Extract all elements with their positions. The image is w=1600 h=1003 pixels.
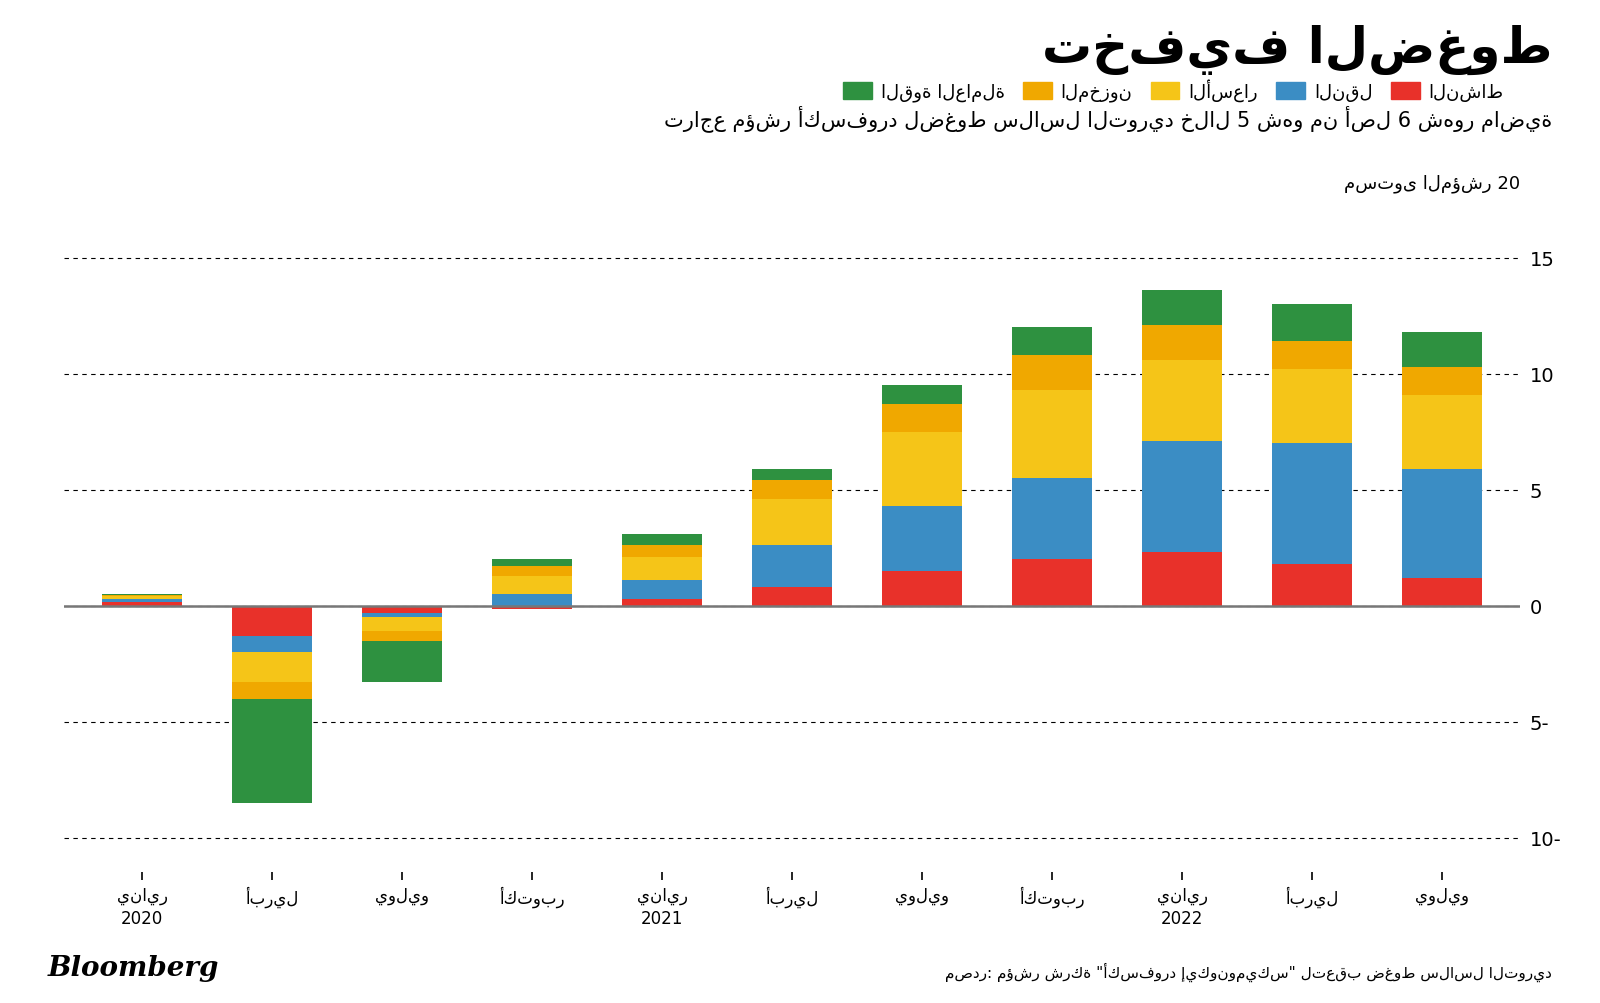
Bar xyxy=(752,546,832,588)
Bar xyxy=(1402,333,1482,367)
Bar xyxy=(232,636,312,653)
Bar xyxy=(882,404,962,432)
Bar xyxy=(102,599,182,603)
Bar xyxy=(1011,560,1093,606)
Bar xyxy=(1142,441,1222,553)
Bar xyxy=(752,481,832,499)
Bar xyxy=(752,499,832,546)
Bar xyxy=(102,603,182,606)
Bar xyxy=(1011,328,1093,356)
Text: مصدر: مؤشر شركة "أكسفورد إيكونوميكس" لتعقب ضغوط سلاسل التوريد: مصدر: مؤشر شركة "أكسفورد إيكونوميكس" لتع… xyxy=(946,962,1552,981)
Text: تراجع مؤشر أكسفورد لضغوط سلاسل التوريد خلال 5 شهو من أصل 6 شهور ماضية: تراجع مؤشر أكسفورد لضغوط سلاسل التوريد خ… xyxy=(664,105,1552,132)
Bar xyxy=(1272,342,1352,370)
Bar xyxy=(491,595,573,606)
Bar xyxy=(1402,367,1482,395)
Bar xyxy=(232,653,312,683)
Bar xyxy=(491,567,573,576)
Bar xyxy=(882,572,962,606)
Bar xyxy=(1142,326,1222,360)
Bar xyxy=(491,606,573,610)
Bar xyxy=(622,535,702,546)
Bar xyxy=(232,699,312,803)
Bar xyxy=(882,507,962,572)
Bar xyxy=(1272,565,1352,606)
Bar xyxy=(362,606,442,613)
Bar xyxy=(1272,444,1352,565)
Bar xyxy=(362,641,442,683)
Bar xyxy=(752,469,832,481)
Bar xyxy=(362,632,442,641)
Bar xyxy=(752,588,832,606)
Bar xyxy=(1272,305,1352,342)
Text: تخفيف الضغوط: تخفيف الضغوط xyxy=(1042,25,1552,75)
Bar xyxy=(1402,579,1482,606)
Bar xyxy=(232,606,312,636)
Bar xyxy=(362,618,442,632)
Bar xyxy=(1011,390,1093,478)
Bar xyxy=(882,386,962,404)
Bar xyxy=(491,576,573,595)
Legend: القوة العاملة, المخزون, الأسعار, النقل, النشاط: القوة العاملة, المخزون, الأسعار, النقل, … xyxy=(835,72,1510,109)
Bar xyxy=(491,560,573,567)
Bar xyxy=(362,613,442,618)
Bar xyxy=(882,432,962,507)
Bar xyxy=(102,597,182,599)
Bar xyxy=(1142,291,1222,326)
Bar xyxy=(102,595,182,596)
Bar xyxy=(102,596,182,597)
Bar xyxy=(1011,478,1093,560)
Bar xyxy=(1011,356,1093,390)
Text: مستوى المؤشر 20: مستوى المؤشر 20 xyxy=(1344,174,1520,193)
Text: Bloomberg: Bloomberg xyxy=(48,954,219,981)
Bar xyxy=(1402,469,1482,579)
Bar xyxy=(1142,360,1222,441)
Bar xyxy=(622,581,702,599)
Bar xyxy=(1402,395,1482,469)
Bar xyxy=(622,546,702,558)
Bar xyxy=(232,683,312,699)
Bar xyxy=(622,558,702,581)
Bar xyxy=(1272,370,1352,444)
Bar xyxy=(622,599,702,606)
Bar xyxy=(1142,553,1222,606)
